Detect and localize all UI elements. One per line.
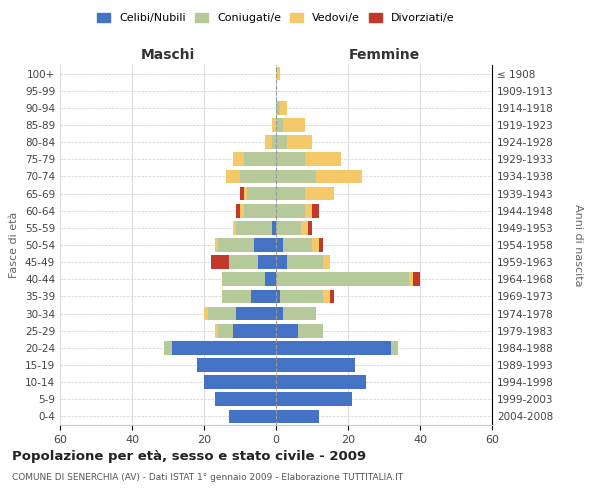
Bar: [272, 136, 276, 149]
Bar: [276, 376, 366, 389]
Bar: [308, 221, 312, 234]
Bar: [236, 306, 276, 320]
Bar: [240, 170, 276, 183]
Bar: [229, 256, 258, 269]
Bar: [233, 152, 244, 166]
Bar: [265, 272, 276, 286]
Legend: Celibi/Nubili, Coniugati/e, Vedovi/e, Divorziati/e: Celibi/Nubili, Coniugati/e, Vedovi/e, Di…: [93, 8, 459, 28]
Bar: [323, 290, 330, 304]
Bar: [283, 118, 305, 132]
Bar: [240, 186, 244, 200]
Bar: [236, 221, 272, 234]
Bar: [233, 324, 276, 338]
Bar: [233, 221, 236, 234]
Text: Femmine: Femmine: [349, 48, 419, 62]
Text: COMUNE DI SENERCHIA (AV) - Dati ISTAT 1° gennaio 2009 - Elaborazione TUTTITALIA.: COMUNE DI SENERCHIA (AV) - Dati ISTAT 1°…: [12, 472, 403, 482]
Bar: [276, 66, 280, 80]
Bar: [276, 101, 280, 114]
Bar: [215, 324, 218, 338]
Bar: [251, 290, 276, 304]
Bar: [229, 410, 276, 424]
Bar: [276, 272, 409, 286]
Bar: [276, 256, 287, 269]
Bar: [244, 186, 247, 200]
Bar: [276, 290, 280, 304]
Bar: [330, 290, 334, 304]
Bar: [301, 221, 308, 234]
Bar: [218, 324, 233, 338]
Y-axis label: Anni di nascita: Anni di nascita: [573, 204, 583, 286]
Bar: [287, 256, 323, 269]
Bar: [226, 170, 240, 183]
Bar: [280, 101, 287, 114]
Bar: [244, 152, 276, 166]
Bar: [276, 204, 305, 218]
Bar: [208, 306, 236, 320]
Bar: [298, 324, 323, 338]
Bar: [305, 204, 312, 218]
Bar: [215, 392, 276, 406]
Bar: [283, 238, 312, 252]
Text: Popolazione per età, sesso e stato civile - 2009: Popolazione per età, sesso e stato civil…: [12, 450, 366, 463]
Bar: [172, 341, 276, 354]
Bar: [319, 238, 323, 252]
Bar: [276, 410, 319, 424]
Bar: [240, 204, 244, 218]
Bar: [287, 136, 312, 149]
Bar: [164, 341, 172, 354]
Bar: [391, 341, 398, 354]
Bar: [276, 221, 301, 234]
Bar: [413, 272, 420, 286]
Bar: [305, 152, 341, 166]
Bar: [247, 186, 276, 200]
Bar: [265, 136, 272, 149]
Bar: [244, 204, 276, 218]
Bar: [276, 152, 305, 166]
Bar: [312, 238, 319, 252]
Bar: [276, 186, 305, 200]
Bar: [276, 306, 283, 320]
Bar: [215, 238, 218, 252]
Bar: [222, 272, 265, 286]
Bar: [218, 238, 254, 252]
Bar: [222, 290, 251, 304]
Text: Maschi: Maschi: [141, 48, 195, 62]
Bar: [283, 306, 316, 320]
Bar: [236, 204, 240, 218]
Bar: [276, 341, 391, 354]
Bar: [323, 256, 330, 269]
Bar: [211, 256, 229, 269]
Bar: [316, 170, 362, 183]
Bar: [272, 221, 276, 234]
Bar: [197, 358, 276, 372]
Bar: [305, 186, 334, 200]
Bar: [204, 306, 208, 320]
Bar: [276, 136, 287, 149]
Bar: [254, 238, 276, 252]
Bar: [276, 358, 355, 372]
Bar: [258, 256, 276, 269]
Bar: [272, 118, 276, 132]
Bar: [276, 238, 283, 252]
Bar: [276, 170, 316, 183]
Bar: [409, 272, 413, 286]
Y-axis label: Fasce di età: Fasce di età: [10, 212, 19, 278]
Bar: [276, 324, 298, 338]
Bar: [280, 290, 323, 304]
Bar: [276, 392, 352, 406]
Bar: [276, 118, 283, 132]
Bar: [312, 204, 319, 218]
Bar: [204, 376, 276, 389]
